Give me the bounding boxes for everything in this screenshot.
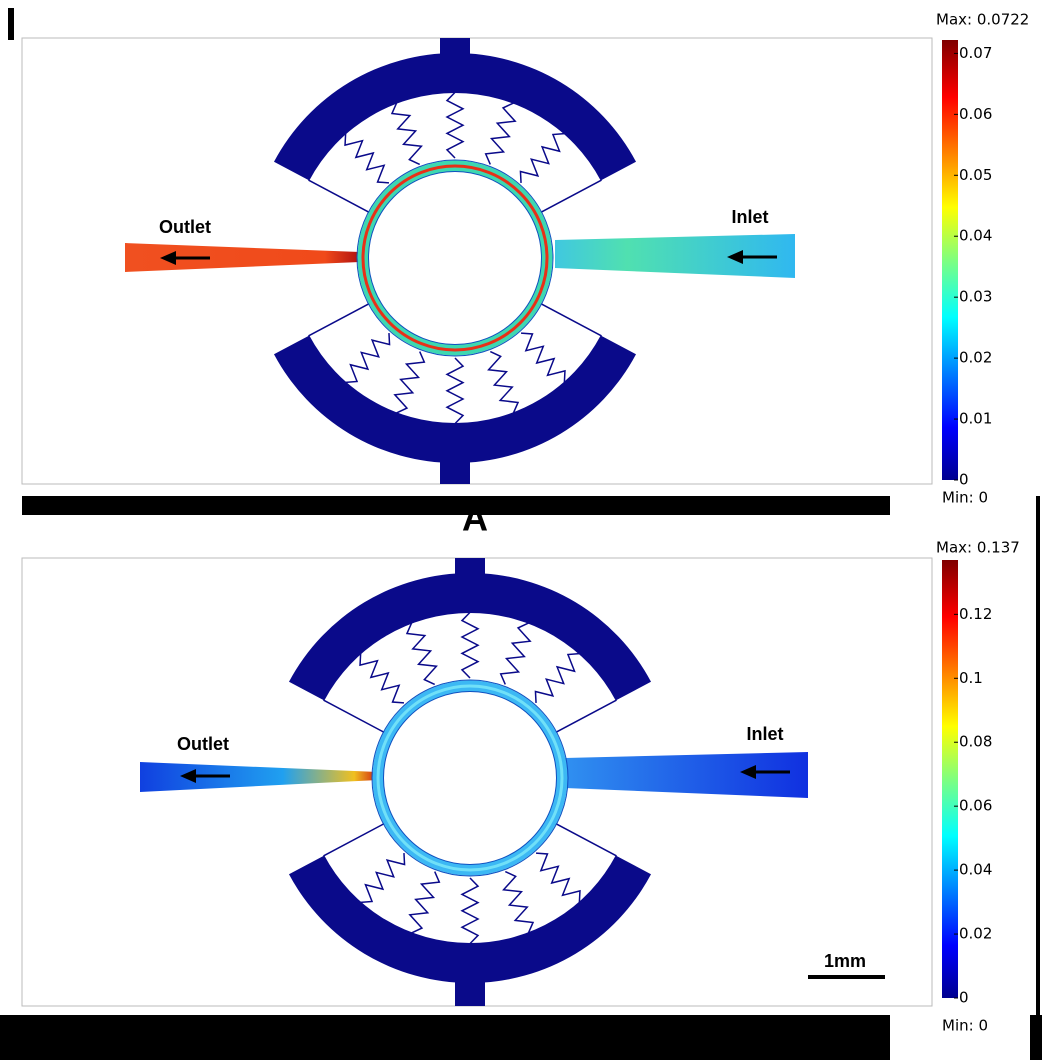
edge-bar — [1030, 1015, 1042, 1060]
divider-bar — [22, 496, 890, 515]
colorbar — [942, 560, 958, 998]
colorbar-tick-label: 0.08 — [959, 733, 992, 751]
colorbar-tick-label: 0.04 — [959, 227, 992, 245]
colorbar-tick-label: 0.06 — [959, 105, 992, 123]
colorbar-max: Max: 0.0722 — [936, 11, 1029, 29]
colorbar-tick-label: 0.05 — [959, 166, 992, 184]
colorbar-tick-label: 0.02 — [959, 349, 992, 367]
colorbar-min: Min: 0 — [942, 1017, 988, 1035]
colorbar-tick-label: 0.02 — [959, 925, 992, 943]
colorbar-min: Min: 0 — [942, 489, 988, 507]
colorbar-tick-label: 0.1 — [959, 669, 983, 687]
outlet-label: Outlet — [159, 217, 211, 237]
scale-bar-label: 1mm — [824, 951, 866, 971]
edge-bar — [1036, 496, 1040, 1016]
colorbar-tick-label: 0.12 — [959, 605, 992, 623]
colorbar-tick-label: 0.06 — [959, 797, 992, 815]
colorbar-tick-label: 0.01 — [959, 410, 992, 428]
mark — [8, 8, 14, 40]
colorbar-tick-label: 0 — [959, 989, 969, 1007]
inlet-label: Inlet — [731, 207, 768, 227]
outlet-label: Outlet — [177, 734, 229, 754]
colorbar-max: Max: 0.137 — [936, 539, 1020, 557]
bottom-bar — [0, 1015, 890, 1060]
inlet-label: Inlet — [746, 724, 783, 744]
colorbar-tick-label: 0 — [959, 471, 969, 489]
colorbar-tick-label: 0.03 — [959, 288, 992, 306]
colorbar-tick-label: 0.07 — [959, 44, 992, 62]
figure: Outlet Inlet 0 0.01 0.02 0.03 0.04 0.05 0.06 0.07… — [0, 0, 1042, 1060]
colorbar-tick-label: 0.04 — [959, 861, 992, 879]
colorbar — [942, 40, 958, 480]
